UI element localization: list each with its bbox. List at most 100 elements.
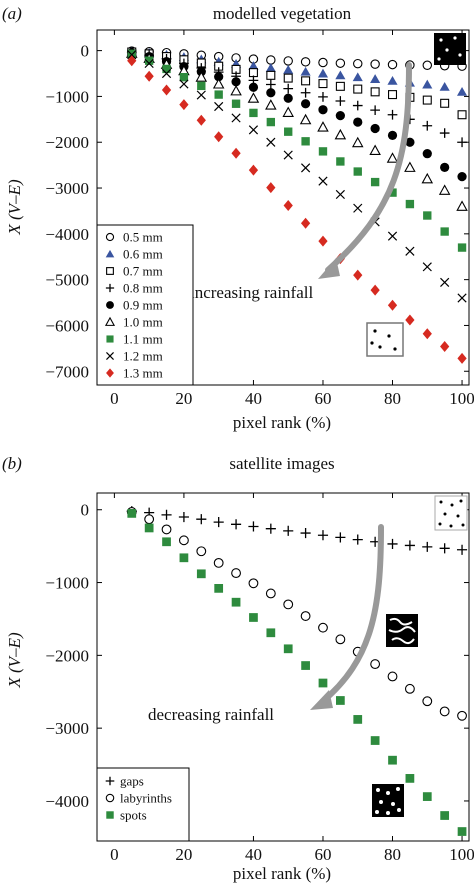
data-point: [335, 58, 346, 68]
data-point: [352, 72, 363, 82]
data-point: [335, 696, 345, 705]
panel-b: (b) satellite images pixel rank (%) X (V…: [2, 454, 474, 883]
data-point: [387, 671, 398, 682]
data-point: [387, 76, 398, 85]
data-point: [231, 597, 241, 607]
data-point: [231, 147, 241, 159]
y-tick-label: −6000: [45, 316, 89, 335]
data-point: [266, 55, 276, 65]
panel-a-letter: (a): [2, 4, 22, 23]
x-tick-label: 60: [314, 389, 331, 408]
panel-a-dense-vegetation-inset: [434, 33, 466, 65]
legend-label: 1.2 mm: [123, 349, 163, 364]
x-tick-label: 20: [175, 845, 192, 864]
data-point: [440, 162, 450, 173]
data-point: [439, 543, 450, 554]
data-point: [457, 110, 467, 120]
data-point: [351, 136, 364, 148]
data-point: [144, 56, 154, 65]
panel-a-sparse-vegetation-inset: [366, 322, 404, 357]
data-point: [335, 634, 346, 645]
data-point: [387, 299, 398, 311]
data-point: [353, 269, 363, 281]
data-point: [422, 696, 433, 707]
data-point: [230, 84, 242, 96]
data-point: [387, 231, 398, 241]
data-point: [266, 628, 276, 638]
x-tick-label: 40: [245, 845, 262, 864]
y-tick-label: −4000: [45, 792, 89, 811]
data-point: [248, 521, 259, 532]
data-point: [162, 537, 171, 547]
data-point: [300, 217, 311, 229]
data-point: [178, 535, 189, 546]
y-tick-label: −5000: [45, 271, 89, 290]
data-point: [317, 68, 329, 78]
panel-b-x-axis-label: pixel rank (%): [233, 864, 331, 883]
y-tick-label: −2000: [45, 646, 89, 665]
data-point: [318, 105, 328, 115]
data-point: [248, 61, 259, 70]
data-point: [179, 99, 189, 111]
data-point: [214, 90, 223, 99]
data-point: [300, 99, 311, 109]
panel-b-arrow: [319, 524, 384, 705]
panel-b-annotation: decreasing rainfall: [148, 705, 274, 724]
data-point: [266, 137, 276, 147]
panel-b-ticks: 0 20 40 60 80 100 0 −1000 −2000 −3000 −4000: [45, 493, 474, 864]
data-point: [370, 659, 381, 670]
data-point: [370, 87, 380, 97]
panel-a: (a) modelled vegetation pixel rank (%) X…: [2, 4, 474, 432]
data-point: [231, 519, 242, 530]
data-point: [249, 108, 258, 118]
data-point: [370, 74, 381, 83]
data-point: [283, 199, 293, 211]
data-point: [161, 509, 172, 520]
data-point: [301, 661, 310, 670]
data-point: [422, 120, 433, 131]
x-tick-label: 20: [175, 389, 192, 408]
data-point: [196, 90, 206, 100]
data-point: [318, 92, 328, 102]
x-tick-label: 60: [314, 845, 331, 864]
legend-marker: [105, 776, 115, 786]
legend-marker: [106, 335, 114, 343]
data-point: [300, 611, 311, 621]
series-1-3-mm: [127, 55, 467, 364]
data-point: [334, 128, 347, 140]
data-point: [405, 774, 415, 783]
panel-a-y-axis-label: X (V–E): [5, 179, 24, 236]
data-point: [265, 588, 276, 599]
data-point: [265, 63, 276, 72]
data-point: [456, 200, 468, 211]
panel-b-spots-inset: [372, 784, 404, 817]
legend-marker: [105, 793, 115, 803]
data-point: [283, 644, 293, 654]
data-point: [370, 177, 380, 187]
data-point: [213, 557, 224, 568]
series-0-7-mm: [127, 47, 467, 120]
data-point: [440, 227, 449, 236]
data-point: [179, 79, 189, 89]
data-point: [231, 77, 241, 87]
data-point: [178, 511, 189, 523]
data-point: [370, 736, 380, 745]
series-0-9-mm: [127, 48, 467, 182]
data-point: [353, 203, 363, 213]
data-point: [318, 678, 328, 688]
data-point: [422, 95, 432, 105]
data-point: [212, 78, 225, 89]
data-point: [336, 157, 345, 166]
legend-label: 1.1 mm: [123, 332, 163, 347]
data-point: [457, 827, 467, 836]
data-point: [353, 58, 363, 69]
data-point: [387, 59, 398, 70]
panel-a-arrowhead: [318, 258, 340, 279]
data-point: [388, 90, 398, 100]
data-point: [162, 64, 171, 74]
data-point: [422, 60, 433, 71]
data-point: [405, 199, 415, 209]
data-point: [248, 164, 259, 176]
panel-a-title: modelled vegetation: [213, 4, 352, 23]
